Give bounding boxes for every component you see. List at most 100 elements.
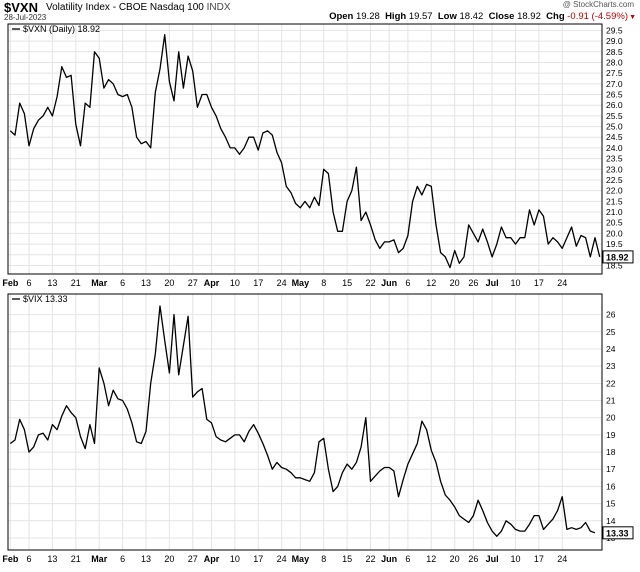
vxn-ytick-label: 19.5	[606, 239, 623, 249]
vxn-xtick-label: 26	[468, 278, 478, 288]
vxn-xtick-label: 6	[405, 278, 410, 288]
vix-ytick-label: 25	[606, 327, 616, 337]
vix-ytick-label: 20	[606, 413, 616, 423]
vxn-series-line	[9, 34, 601, 269]
vix-xtick-label: 17	[253, 554, 263, 564]
vxn-ytick-label: 25.0	[606, 122, 623, 132]
vxn-ytick-label: 26.0	[606, 100, 623, 110]
vix-xtick-label: 13	[141, 554, 151, 564]
vxn-ytick-label: 23.0	[606, 164, 623, 174]
vxn-ytick-label: 24.0	[606, 143, 623, 153]
vxn-xtick-label: 13	[141, 278, 151, 288]
vix-xtick-label: 24	[557, 554, 567, 564]
vix-ytick-label: 17	[606, 464, 616, 474]
vxn-ytick-label: 20.5	[606, 218, 623, 228]
vxn-ytick-label: 27.5	[606, 68, 623, 78]
close-value: 18.92	[517, 11, 541, 22]
vix-ytick-label: 26	[606, 310, 616, 320]
vxn-legend-label: $VXN (Daily) 18.92	[23, 24, 100, 34]
vix-xtick-label: Apr	[204, 554, 220, 564]
vix-xtick-label: 13	[47, 554, 57, 564]
vxn-xtick-label: 21	[71, 278, 81, 288]
vxn-ytick-label: 21.0	[606, 207, 623, 217]
ohlc-readout: Open 19.28 High 19.57 Low 18.42 Close 18…	[329, 12, 628, 22]
vxn-xtick-label: 17	[253, 278, 263, 288]
high-value: 19.57	[408, 11, 433, 22]
low-label: Low	[437, 11, 457, 22]
high-label: High	[385, 11, 407, 22]
vix-panel: 13 14 15 16 17 18 19 20 21 22 23 24 25 26 $VIX 13.33 13…	[2, 293, 634, 564]
vxn-xtick-label: May	[292, 278, 310, 288]
vxn-xtick-label: Jun	[381, 278, 397, 288]
vxn-ytick-label: 29.5	[606, 25, 623, 35]
vxn-last-value: 18.92	[606, 252, 629, 262]
vxn-xtick-label: Mar	[91, 278, 108, 288]
vix-xtick-label: 12	[426, 554, 436, 564]
vxn-xtick-label: 15	[342, 278, 352, 288]
vxn-ytick-label: 22.5	[606, 175, 623, 185]
vix-xtick-label: 10	[230, 554, 240, 564]
vix-last-value-box	[602, 526, 634, 540]
down-arrow-icon: ▼	[629, 14, 636, 21]
vix-xtick-label: Jul	[486, 554, 499, 564]
vix-xtick-label: 6	[405, 554, 410, 564]
vix-xtick-label: 20	[164, 554, 174, 564]
vxn-ytick-label: 18.5	[606, 260, 623, 270]
vxn-frame	[7, 23, 603, 275]
vix-xtick-label: 20	[450, 554, 460, 564]
vxn-ytick-label: 25.5	[606, 111, 623, 121]
vxn-xtick-label: 27	[188, 278, 198, 288]
vxn-ytick-label: 29.0	[606, 36, 623, 46]
ticker-symbol: $VXN	[4, 0, 38, 15]
vxn-xtick-label: 8	[321, 278, 326, 288]
vix-xtick-label: 8	[321, 554, 326, 564]
chg-value: -0.91 (-4.59%)	[567, 11, 628, 22]
vxn-ytick-label: 28.0	[606, 57, 623, 67]
vix-xtick-label: Mar	[91, 554, 108, 564]
chart-header: $VXN Volatility Index - CBOE Nasdaq 100 …	[0, 0, 640, 22]
chart-date: 28-Jul-2023	[4, 13, 47, 22]
vxn-ytick-label: 22.0	[606, 186, 623, 196]
vix-xtick-label: Jun	[381, 554, 397, 564]
vxn-xtick-label: 13	[47, 278, 57, 288]
vxn-xtick-label: Jul	[486, 278, 499, 288]
vxn-xtick-label: 10	[510, 278, 520, 288]
vix-ytick-label: 23	[606, 361, 616, 371]
vxn-ytick-label: 20.0	[606, 228, 623, 238]
vix-xtick-label: 17	[534, 554, 544, 564]
vix-ytick-label: 19	[606, 430, 616, 440]
low-value: 18.42	[459, 11, 484, 22]
index-full-name: Volatility Index - CBOE Nasdaq 100	[46, 2, 204, 13]
index-name: Volatility Index - CBOE Nasdaq 100 INDX	[46, 3, 231, 13]
vxn-xtick-label: 20	[450, 278, 460, 288]
vix-xtick-label: 15	[342, 554, 352, 564]
vxn-ytick-label: 24.5	[606, 132, 623, 142]
vix-ytick-label: 14	[606, 516, 616, 526]
vxn-ytick-label: 26.5	[606, 90, 623, 100]
vix-ytick-label: 24	[606, 344, 616, 354]
close-label: Close	[488, 11, 515, 22]
vix-xtick-label: 6	[120, 554, 125, 564]
vix-ytick-label: 18	[606, 447, 616, 457]
vxn-xtick-label: 6	[120, 278, 125, 288]
vxn-ytick-label: 27.0	[606, 79, 623, 89]
open-label: Open	[329, 11, 354, 22]
vix-xtick-label: 26	[468, 554, 478, 564]
vix-xtick-label: May	[292, 554, 310, 564]
vix-frame	[7, 293, 603, 551]
chart-area: 18.519.019.520.020.521.021.522.022.523.0…	[2, 23, 634, 564]
vxn-xtick-label: 20	[164, 278, 174, 288]
vix-ytick-label: 16	[606, 481, 616, 491]
vxn-ytick-label: 23.5	[606, 154, 623, 164]
vxn-ytick-label: 28.5	[606, 47, 623, 57]
vix-ytick-label: 22	[606, 378, 616, 388]
stockcharts-watermark: @ StockCharts.com	[562, 0, 634, 9]
vxn-xtick-label: 17	[534, 278, 544, 288]
vix-series-line	[9, 305, 596, 537]
vix-ytick-label: 15	[606, 499, 616, 509]
vxn-xtick-label: 22	[365, 278, 375, 288]
vix-xtick-label: Feb	[2, 554, 19, 564]
vxn-xtick-label: Feb	[2, 278, 19, 288]
vxn-panel: 18.519.019.520.020.521.021.522.022.523.0…	[2, 23, 634, 288]
exchange-code: INDX	[206, 2, 231, 13]
